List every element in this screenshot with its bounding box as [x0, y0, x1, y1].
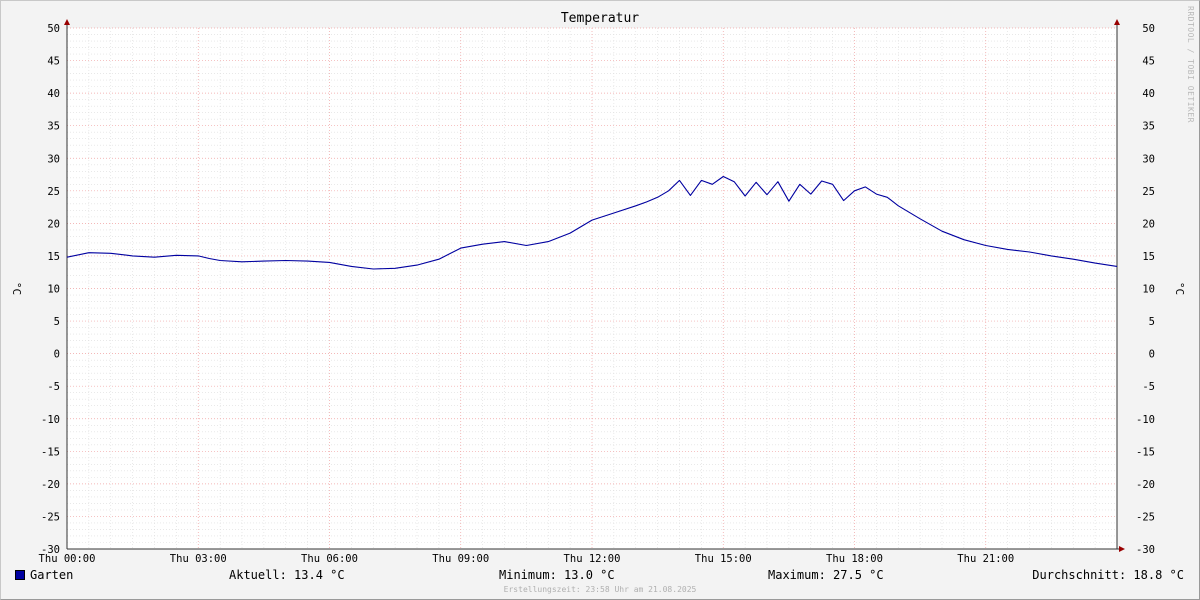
y-tick-label-left: -25	[41, 511, 60, 523]
y-tick-label-left: 0	[54, 349, 60, 361]
y-tick-label-right: 0	[1149, 349, 1155, 361]
y-tick-label-right: 10	[1142, 284, 1155, 296]
y-tick-label-right: -5	[1142, 381, 1155, 393]
y-tick-label-right: 30	[1142, 153, 1155, 165]
y-tick-label-left: -30	[41, 544, 60, 556]
y-tick-label-left: 50	[47, 23, 60, 35]
y-tick-label-right: -10	[1136, 414, 1155, 426]
chart-title: Temperatur	[560, 11, 640, 26]
legend-color-swatch	[15, 570, 25, 580]
y-tick-label-left: 25	[47, 186, 60, 198]
y-tick-label-right: -20	[1136, 479, 1155, 491]
y-tick-label-left: -15	[41, 446, 60, 458]
x-tick-label: Thu 21:00	[957, 553, 1014, 565]
y-tick-label-left: 20	[47, 218, 60, 230]
x-tick-label: Thu 15:00	[695, 553, 752, 565]
x-tick-label: Thu 00:00	[39, 553, 96, 565]
watermark: RRDTOOL / TOBI OETIKER	[1186, 6, 1195, 123]
y-axis-arrow-left	[64, 19, 70, 25]
y-tick-label-right: 45	[1142, 56, 1155, 68]
y-axis-label-left: °C	[10, 282, 23, 295]
x-tick-label: Thu 12:00	[564, 553, 621, 565]
y-tick-label-right: 25	[1142, 186, 1155, 198]
x-tick-label: Thu 09:00	[432, 553, 489, 565]
y-tick-label-left: 15	[47, 251, 60, 263]
y-tick-label-left: 10	[47, 284, 60, 296]
y-tick-label-left: 5	[54, 316, 60, 328]
y-tick-label-right: -25	[1136, 511, 1155, 523]
legend-minimum: Minimum: 13.0 °C	[499, 568, 615, 582]
legend-aktuell: Aktuell: 13.4 °C	[229, 568, 345, 582]
y-tick-label-left: 40	[47, 88, 60, 100]
y-tick-label-right: 5	[1149, 316, 1155, 328]
y-tick-label-left: -10	[41, 414, 60, 426]
x-tick-label: Thu 06:00	[301, 553, 358, 565]
y-axis-label-right: °C	[1173, 282, 1186, 295]
y-tick-label-right: -15	[1136, 446, 1155, 458]
legend-maximum: Maximum: 27.5 °C	[768, 568, 884, 582]
y-tick-label-right: 35	[1142, 121, 1155, 133]
y-tick-label-left: -5	[47, 381, 60, 393]
y-tick-label-left: 35	[47, 121, 60, 133]
x-tick-label: Thu 03:00	[170, 553, 227, 565]
x-tick-label: Thu 18:00	[826, 553, 883, 565]
y-tick-label-right: 15	[1142, 251, 1155, 263]
x-axis-arrow	[1119, 546, 1125, 552]
y-tick-label-left: -20	[41, 479, 60, 491]
footer-timestamp: Erstellungszeit: 23:58 Uhr am 21.08.2025	[503, 585, 697, 594]
y-tick-label-left: 30	[47, 153, 60, 165]
y-tick-label-right: 20	[1142, 218, 1155, 230]
y-tick-label-left: 45	[47, 56, 60, 68]
y-tick-label-right: -30	[1136, 544, 1155, 556]
y-tick-label-right: 50	[1142, 23, 1155, 35]
series-line-garten	[66, 175, 1118, 270]
legend-series-name: Garten	[30, 568, 74, 582]
y-axis-arrow-right	[1114, 19, 1120, 25]
legend-durchschnitt: Durchschnitt: 18.8 °C	[1032, 568, 1184, 582]
y-tick-label-right: 40	[1142, 88, 1155, 100]
